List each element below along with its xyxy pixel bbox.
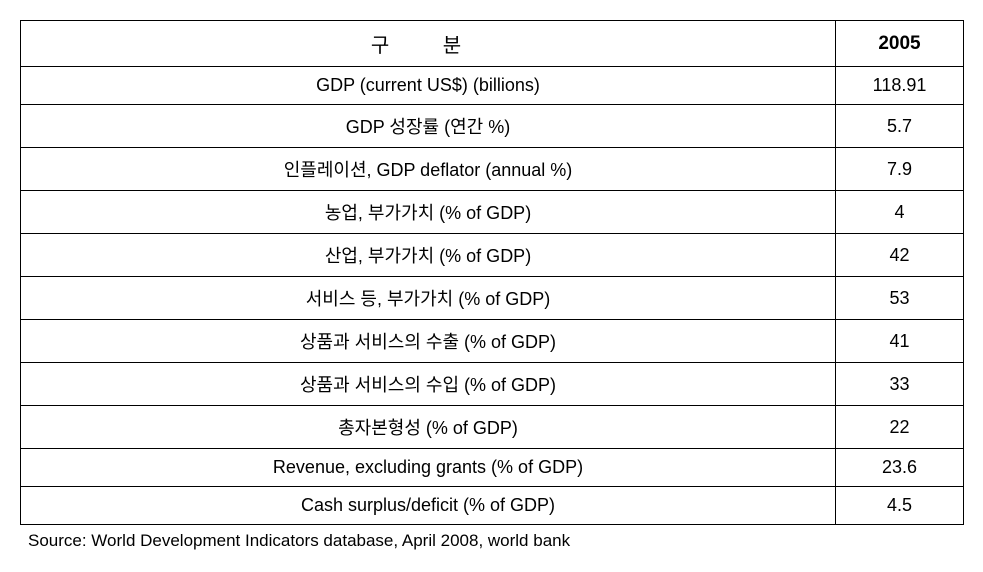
- table-row: Cash surplus/deficit (% of GDP) 4.5: [21, 487, 964, 525]
- table-row: 총자본형성 (% of GDP) 22: [21, 406, 964, 449]
- table-row: 인플레이션, GDP deflator (annual %) 7.9: [21, 148, 964, 191]
- row-value: 118.91: [836, 67, 964, 105]
- row-label: GDP (current US$) (billions): [21, 67, 836, 105]
- row-value: 5.7: [836, 105, 964, 148]
- row-label: 상품과 서비스의 수출 (% of GDP): [21, 320, 836, 363]
- economic-indicators-table: 구 분 2005 GDP (current US$) (billions) 11…: [20, 20, 964, 525]
- row-label: 총자본형성 (% of GDP): [21, 406, 836, 449]
- table-container: 구 분 2005 GDP (current US$) (billions) 11…: [20, 20, 963, 551]
- row-value: 4.5: [836, 487, 964, 525]
- row-label: 산업, 부가가치 (% of GDP): [21, 234, 836, 277]
- row-value: 33: [836, 363, 964, 406]
- row-value: 7.9: [836, 148, 964, 191]
- row-value: 23.6: [836, 449, 964, 487]
- table-header-row: 구 분 2005: [21, 21, 964, 67]
- row-label: 상품과 서비스의 수입 (% of GDP): [21, 363, 836, 406]
- table-row: 농업, 부가가치 (% of GDP) 4: [21, 191, 964, 234]
- row-value: 22: [836, 406, 964, 449]
- row-label: Cash surplus/deficit (% of GDP): [21, 487, 836, 525]
- header-category: 구 분: [21, 21, 836, 67]
- table-row: Revenue, excluding grants (% of GDP) 23.…: [21, 449, 964, 487]
- table-row: 산업, 부가가치 (% of GDP) 42: [21, 234, 964, 277]
- table-body: GDP (current US$) (billions) 118.91 GDP …: [21, 67, 964, 525]
- row-label: 농업, 부가가치 (% of GDP): [21, 191, 836, 234]
- table-row: GDP 성장률 (연간 %) 5.7: [21, 105, 964, 148]
- row-value: 42: [836, 234, 964, 277]
- row-value: 41: [836, 320, 964, 363]
- table-row: GDP (current US$) (billions) 118.91: [21, 67, 964, 105]
- row-value: 4: [836, 191, 964, 234]
- row-label: Revenue, excluding grants (% of GDP): [21, 449, 836, 487]
- source-citation: Source: World Development Indicators dat…: [20, 531, 963, 551]
- table-row: 상품과 서비스의 수출 (% of GDP) 41: [21, 320, 964, 363]
- row-label: GDP 성장률 (연간 %): [21, 105, 836, 148]
- row-label: 인플레이션, GDP deflator (annual %): [21, 148, 836, 191]
- row-label: 서비스 등, 부가가치 (% of GDP): [21, 277, 836, 320]
- header-year: 2005: [836, 21, 964, 67]
- table-row: 서비스 등, 부가가치 (% of GDP) 53: [21, 277, 964, 320]
- table-row: 상품과 서비스의 수입 (% of GDP) 33: [21, 363, 964, 406]
- row-value: 53: [836, 277, 964, 320]
